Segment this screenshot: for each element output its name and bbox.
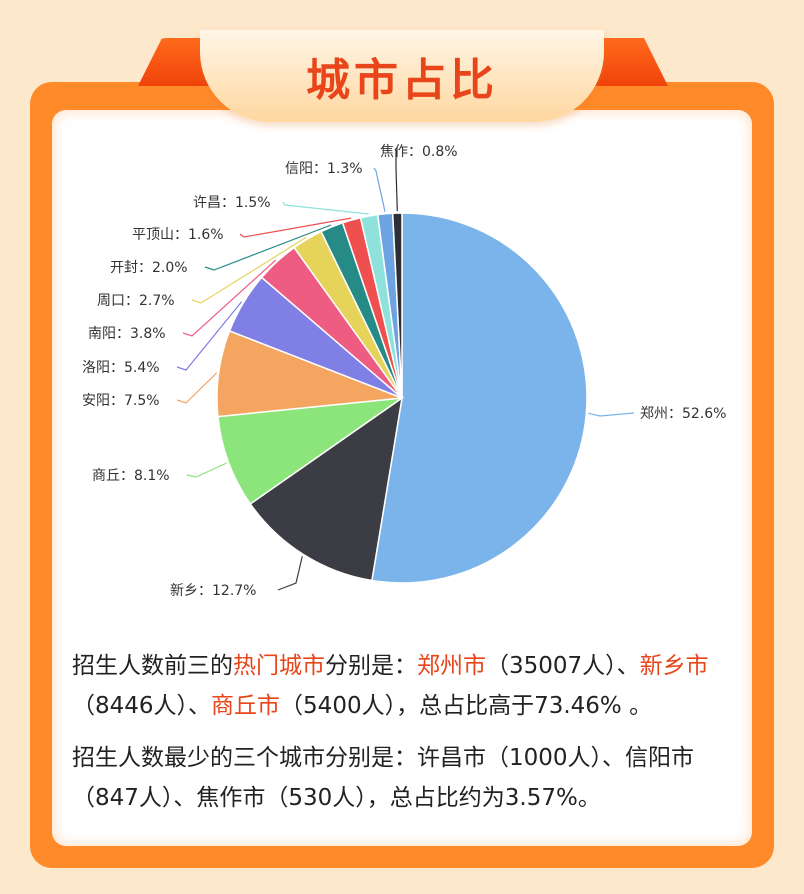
summary-text: （8446人）、 (72, 693, 212, 719)
pie-label-1: 郑州：52.6% (640, 406, 726, 422)
leader-line-1 (588, 412, 635, 417)
leader-line-10 (282, 201, 369, 215)
pie-slices (216, 212, 588, 584)
leader-line-3 (186, 462, 227, 478)
summary-highlight: 热门城市 (233, 653, 325, 679)
leader-line-12 (395, 150, 398, 212)
pie-leader-lines (176, 150, 635, 591)
pie-label-5: 洛阳：5.4% (82, 360, 160, 376)
summary-text: 招生人数前三的 (72, 653, 233, 679)
page-title: 城市占比 (306, 55, 498, 106)
summary-highlight: 商丘市 (211, 693, 281, 719)
pie-slice-12 (391, 212, 403, 399)
pie-label-3: 商丘：8.1% (92, 468, 170, 484)
leader-line-5 (176, 301, 243, 371)
summary-top-three: 招生人数前三的热门城市分别是：郑州市（35007人）、新乡市 （8446人）、商丘… (72, 646, 742, 726)
summary-text: （5400人），总占比高于73.46% 。 (280, 693, 653, 719)
leader-line-7 (191, 236, 307, 304)
leader-line-8 (204, 224, 332, 271)
pie-labels: 郑州：52.6% 新乡：12.7% 商丘：8.1% 安阳：7.5% 洛阳：5.4% 南阳：… (82, 144, 726, 599)
summary-highlight: 新乡市 (639, 653, 709, 679)
pie-label-7: 周口：2.7% (97, 293, 175, 309)
leader-line-6 (182, 259, 277, 337)
pie-chart: 郑州：52.6% 新乡：12.7% 商丘：8.1% 安阳：7.5% 洛阳：5.4% 南阳：… (82, 144, 726, 599)
leader-line-2 (277, 556, 303, 591)
leader-line-9 (239, 217, 352, 238)
pie-slice-3 (217, 396, 405, 505)
summary-text: （35007人）、 (486, 653, 640, 679)
pie-label-9: 平顶山：1.6% (132, 227, 224, 243)
summary-bottom-three: 招生人数最少的三个城市分别是：许昌市（1000人）、信阳市（847人）、焦作市（… (72, 745, 695, 811)
pie-label-11: 信阳：1.3% (285, 161, 363, 177)
pie-slice-2 (249, 396, 404, 582)
pie-label-2: 新乡：12.7% (170, 583, 256, 599)
leader-line-11 (373, 167, 386, 212)
pie-label-10: 许昌：1.5% (193, 195, 271, 211)
summary-text: 分别是： (325, 653, 417, 679)
pie-label-12: 焦作：0.8% (380, 144, 458, 160)
title-banner (200, 30, 604, 122)
leader-line-4 (176, 372, 218, 404)
pie-label-4: 安阳：7.5% (82, 393, 160, 409)
pie-slice-1 (371, 212, 588, 584)
summary-highlight: 郑州市 (417, 653, 486, 679)
pie-label-8: 开封：2.0% (110, 260, 188, 276)
pie-label-6: 南阳：3.8% (88, 326, 166, 342)
